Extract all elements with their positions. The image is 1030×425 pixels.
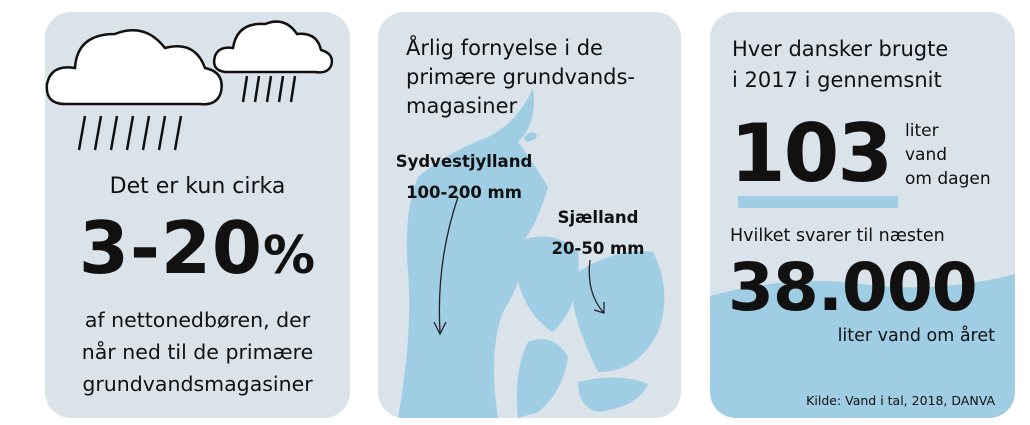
denmark-map	[398, 88, 665, 418]
percentage-value: 3-20%	[78, 206, 317, 290]
map-title: Årlig fornyelse i de primære grundvands-m…	[406, 36, 636, 118]
underline-bar	[738, 196, 898, 208]
usage-title: Hver dansker brugte i 2017 i gennemsnit	[732, 37, 949, 92]
intro-text: Det er kun cirka	[109, 174, 286, 199]
region-sydvestjylland: Sydvestjylland 100-200 mm	[395, 152, 533, 202]
rain-panel: Det er kun cirka 3-20% af nettonedbøren,…	[45, 12, 350, 418]
source-text: Kilde: Vand i tal, 2018, DANVA	[806, 393, 995, 408]
water-wave	[710, 196, 1015, 418]
rain-cloud-icon	[45, 20, 334, 151]
usage-panel: Hver dansker brugte i 2017 i gennemsnit 1…	[710, 12, 1015, 418]
daily-value: 103	[730, 107, 893, 200]
bridge-text: Hvilket svarer til næsten	[730, 226, 945, 246]
region-sjaelland: Sjælland 20-50 mm	[551, 208, 645, 258]
body-text: af nettonedbøren, der når ned til de prim…	[81, 308, 314, 396]
yearly-value: 38.000	[728, 249, 978, 326]
daily-unit: liter vand om dagen	[905, 121, 991, 189]
map-panel: Årlig fornyelse i de primære grundvands-m…	[378, 12, 681, 418]
yearly-unit: liter vand om året	[837, 326, 995, 346]
